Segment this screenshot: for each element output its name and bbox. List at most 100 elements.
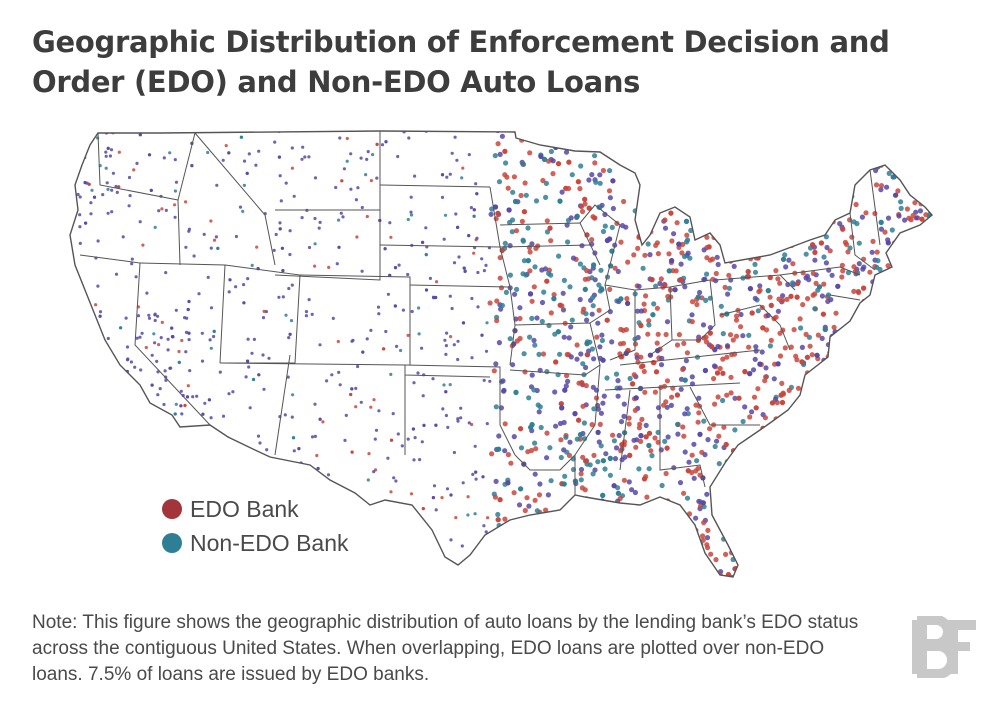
loan-dot <box>837 549 843 555</box>
loan-dot <box>595 429 601 435</box>
loan-dot <box>669 258 675 264</box>
loan-dot <box>409 213 414 217</box>
loan-dot <box>247 365 251 369</box>
loan-dot <box>590 295 596 301</box>
loan-dot <box>669 536 675 542</box>
loan-dot <box>892 257 899 263</box>
loan-dot <box>894 316 900 322</box>
loan-dot <box>768 337 774 343</box>
loan-dot <box>442 237 446 241</box>
loan-dot <box>898 205 904 211</box>
loan-dot <box>627 452 633 458</box>
loan-dot <box>365 337 369 341</box>
loan-dot <box>927 445 932 451</box>
loan-dot <box>904 298 910 304</box>
loan-dot <box>733 183 739 189</box>
loan-dot <box>643 434 649 440</box>
loan-dot <box>910 292 916 298</box>
loan-dot <box>834 547 840 554</box>
loan-dot <box>581 143 588 149</box>
loan-dot <box>421 240 425 244</box>
state-border <box>404 365 491 378</box>
loan-dot <box>735 185 741 191</box>
loan-dot <box>898 144 905 150</box>
loan-dot <box>456 419 460 423</box>
loan-dot <box>866 299 872 305</box>
loan-dot <box>599 131 606 135</box>
loan-dot <box>829 556 835 562</box>
loan-dot <box>937 395 942 400</box>
loan-dot <box>100 444 104 449</box>
loan-dot <box>597 180 603 186</box>
loan-dot <box>521 258 527 264</box>
loan-dot <box>748 141 754 147</box>
loan-dot <box>831 324 837 330</box>
loan-dot <box>723 441 729 448</box>
loan-dot <box>698 204 704 210</box>
loan-dot <box>753 493 759 499</box>
loan-dot <box>473 444 477 448</box>
loan-dot <box>131 568 135 572</box>
loan-dot <box>702 367 709 374</box>
loan-dot <box>941 442 946 447</box>
loan-dot <box>78 357 82 361</box>
loan-dot <box>872 485 878 492</box>
loan-dot <box>838 427 844 433</box>
loan-dot <box>796 486 802 492</box>
loan-dot <box>778 131 784 135</box>
loan-dot <box>203 401 207 405</box>
loan-dot <box>595 320 601 326</box>
loan-dot <box>88 554 93 558</box>
loan-dot <box>946 250 950 255</box>
loan-dot <box>872 398 878 404</box>
loan-dot <box>596 204 602 210</box>
loan-dot <box>788 425 794 431</box>
loan-dot <box>600 357 606 363</box>
loan-dot <box>785 151 792 157</box>
loan-dot <box>887 280 893 286</box>
loan-dot <box>663 202 669 208</box>
loan-dot <box>752 356 758 362</box>
loan-dot <box>70 225 71 229</box>
loan-dot <box>664 531 671 537</box>
loan-dot <box>833 445 839 451</box>
loan-dot <box>860 141 866 147</box>
loan-dot <box>765 288 771 294</box>
loan-dot <box>878 307 884 313</box>
loan-dot <box>815 476 821 482</box>
loan-dot <box>714 254 720 260</box>
loan-dot <box>845 249 851 255</box>
loan-dot <box>652 389 659 395</box>
loan-dot <box>823 529 829 535</box>
loan-dot <box>580 125 585 129</box>
loan-dot <box>906 428 913 434</box>
loan-dot <box>237 581 240 584</box>
loan-dot <box>738 311 744 318</box>
loan-dot <box>563 434 569 440</box>
loan-dot <box>651 557 658 563</box>
loan-dot <box>928 339 932 346</box>
loan-dot <box>597 344 603 350</box>
loan-dot <box>725 524 731 530</box>
loan-dot <box>236 560 240 564</box>
loan-dot <box>697 289 703 296</box>
loan-dot <box>724 392 730 398</box>
loan-dot <box>731 171 737 177</box>
loan-dot <box>763 365 769 371</box>
loan-dot <box>387 553 391 557</box>
loan-dot <box>743 513 749 519</box>
loan-dot <box>791 570 797 577</box>
loan-dot <box>544 229 551 235</box>
loan-dot <box>772 494 778 500</box>
loan-dot <box>860 401 867 407</box>
loan-dot <box>529 585 534 590</box>
loan-dot <box>369 328 373 332</box>
loan-dot <box>588 532 594 538</box>
loan-dot <box>74 472 78 476</box>
loan-dot <box>647 585 652 590</box>
loan-dot <box>584 232 590 238</box>
loan-dot <box>627 131 633 136</box>
loan-dot <box>616 432 622 439</box>
loan-dot <box>926 125 931 130</box>
loan-dot <box>743 165 749 171</box>
